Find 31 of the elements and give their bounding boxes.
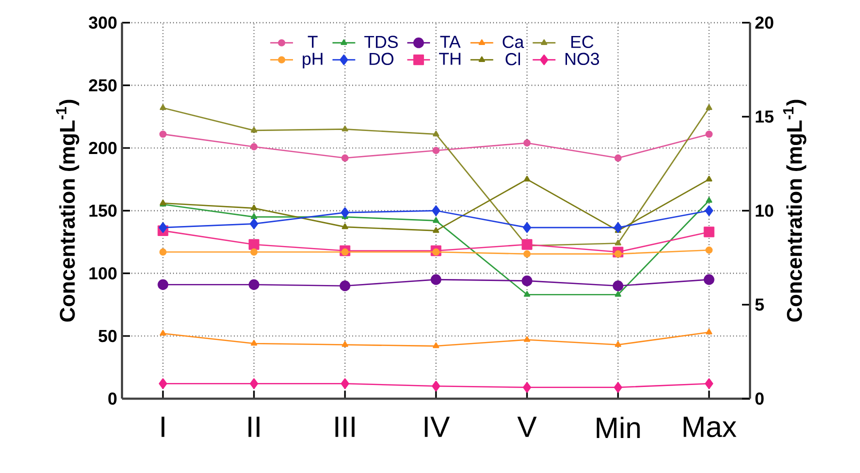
legend-label: DO	[370, 52, 394, 65]
y2-tick-label: 20	[755, 16, 774, 29]
x-tick-label: IV	[424, 416, 450, 437]
legend-label: TH	[439, 52, 460, 65]
y2-tick-label: 0	[755, 392, 764, 405]
y-tick-label: 50	[98, 330, 117, 342]
x-tick-label: II	[248, 416, 260, 437]
legend-label: EC	[571, 36, 594, 48]
legend-label: NO3	[566, 52, 600, 65]
legend-label: T	[308, 36, 318, 48]
legend-label: Cl	[506, 52, 520, 66]
x-tick-label: I	[162, 416, 164, 437]
x-tick-label: III	[335, 416, 355, 437]
legend-label: TA	[440, 36, 461, 48]
y2-tick-label: 5	[755, 298, 764, 311]
y-tick-label: 100	[89, 267, 117, 280]
y-tick-label: 150	[89, 204, 117, 217]
y-tick-label: 200	[88, 142, 117, 154]
x-tick-label: V	[517, 416, 537, 437]
x-tick-label: Min	[596, 416, 640, 438]
y-axis-title: Concentration (mgL$^{-1}$)	[56, 100, 80, 322]
legend-label: Ca	[502, 36, 524, 48]
y2-axis-title: Concentration (mgL$^{-1}$)	[783, 100, 806, 322]
y2-tick-label: 15	[756, 110, 774, 123]
legend-label: TDS	[364, 36, 398, 48]
y2-tick-label: 10	[756, 204, 774, 217]
y-tick-label: 300	[88, 16, 117, 29]
legend-label: pH	[302, 52, 322, 68]
y-tick-label: 0	[108, 392, 117, 405]
x-tick-label: Max	[684, 416, 736, 438]
y-tick-label: 250	[88, 79, 117, 92]
